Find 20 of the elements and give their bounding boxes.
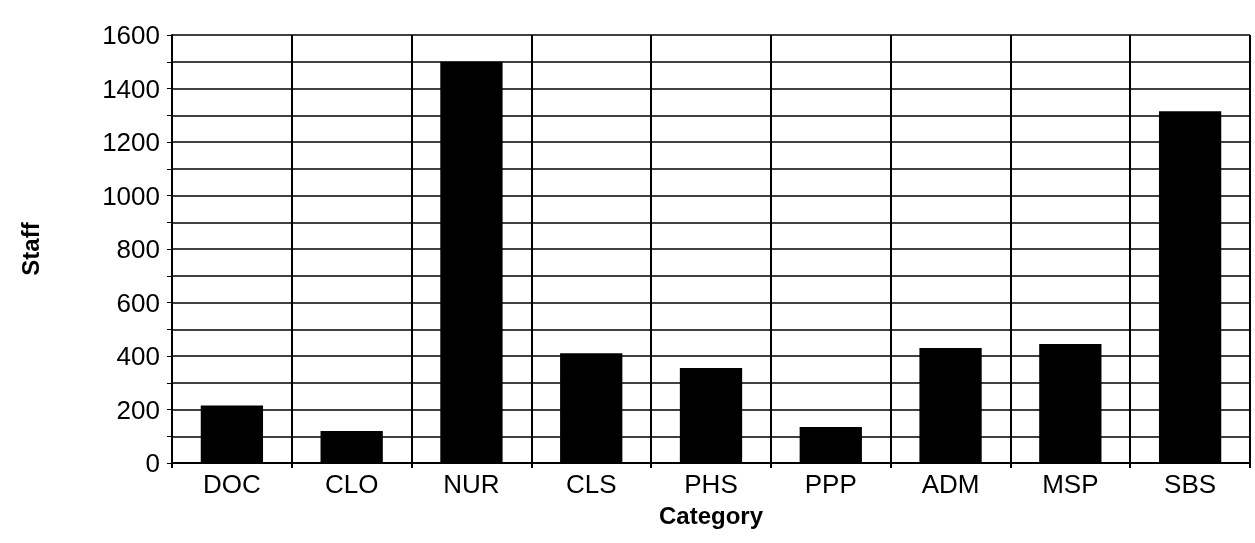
x-tick-label: PPP <box>804 469 857 499</box>
y-axis-title: Staff <box>16 221 44 276</box>
x-tick-label: CLS <box>565 469 617 499</box>
x-tick-label: SBS <box>1164 469 1217 499</box>
x-tick-label: NUR <box>443 469 500 499</box>
y-tick-label: 600 <box>116 287 160 318</box>
y-tick-label: 1000 <box>102 180 160 211</box>
x-tick-label: MSP <box>1042 469 1099 499</box>
y-tick-label: 1200 <box>102 127 160 157</box>
y-tick-label: 400 <box>116 341 160 371</box>
x-tick-label: CLO <box>324 469 379 499</box>
y-tick-label: 0 <box>145 448 160 478</box>
x-tick-label: PHS <box>684 469 738 499</box>
y-tick-label: 1400 <box>102 73 160 104</box>
y-tick-label: 1600 <box>102 20 160 50</box>
y-tick-label: 800 <box>116 234 160 264</box>
y-tick-label: 200 <box>116 394 160 425</box>
x-tick-label: DOC <box>203 469 261 499</box>
x-axis-title: Category <box>658 501 764 529</box>
x-tick-label: ADM <box>921 469 980 499</box>
